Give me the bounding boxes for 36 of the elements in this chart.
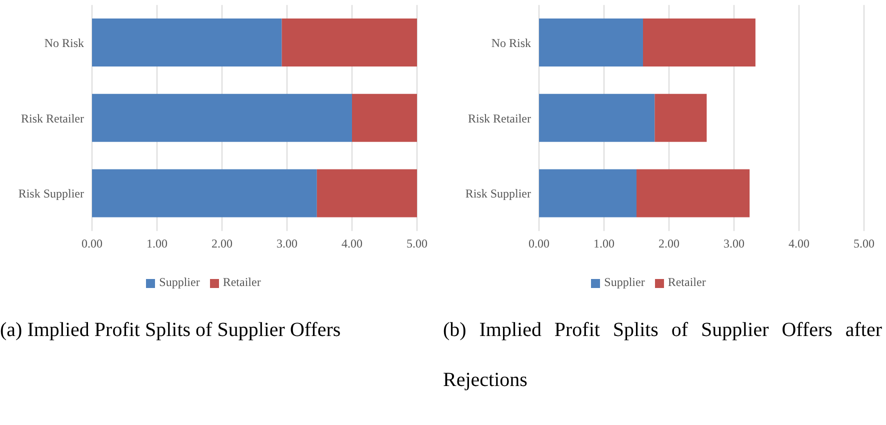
y-tick-label: Risk Retailer [468,111,531,126]
bar [92,18,282,67]
x-tick-label: 0.00 [82,236,102,251]
bar [352,94,417,142]
bar [636,169,750,218]
bar [539,169,636,218]
y-tick-label: Risk Retailer [21,111,84,126]
x-tick-label: 2.00 [658,236,680,251]
x-tick-label: 3.00 [276,236,298,251]
x-tick-label: 1.00 [146,236,168,251]
text: (a) Implied Profit Splits of Supplier Offers [0,318,342,343]
bar [92,94,352,142]
x-tick-label: 3.00 [724,236,744,251]
bar [654,94,707,142]
x-tick-label: 4.00 [788,236,810,251]
y-tick-label: No Risk [491,36,531,50]
x-tick-label: 4.00 [342,236,362,251]
x-tick-label: 1.00 [594,236,614,251]
x-tick-label: 0.00 [528,236,550,251]
bar [316,169,417,218]
y-tick-label: No Risk [44,36,84,50]
bar [539,94,655,142]
legend-label: Supplier [604,275,645,289]
x-tick-label: 5.00 [406,236,428,251]
chart-title: (b) Implied Profit Splits of Supplier Offers after Rejections [443,319,882,391]
bar [282,18,417,67]
legend-label: Retailer [222,275,261,289]
y-tick-label: Risk Supplier [18,186,84,201]
y-tick-label: Risk Supplier [465,186,532,201]
bar [643,18,756,67]
legend-label: Retailer [668,275,706,289]
x-tick-label: 5.00 [854,236,874,251]
legend-label: Supplier [159,275,200,289]
bar [539,18,643,67]
bar [92,169,317,218]
x-tick-label: 2.00 [212,236,232,251]
